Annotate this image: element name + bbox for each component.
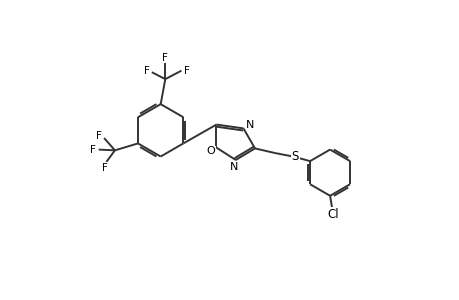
Text: N: N	[229, 162, 237, 172]
Text: F: F	[184, 66, 190, 76]
Text: N: N	[246, 120, 254, 130]
Text: F: F	[162, 53, 168, 63]
Text: S: S	[291, 150, 298, 163]
Text: Cl: Cl	[327, 208, 338, 221]
Text: F: F	[144, 66, 150, 76]
Text: F: F	[96, 131, 102, 141]
Text: F: F	[101, 163, 107, 173]
Text: O: O	[206, 146, 215, 157]
Text: F: F	[90, 145, 96, 154]
